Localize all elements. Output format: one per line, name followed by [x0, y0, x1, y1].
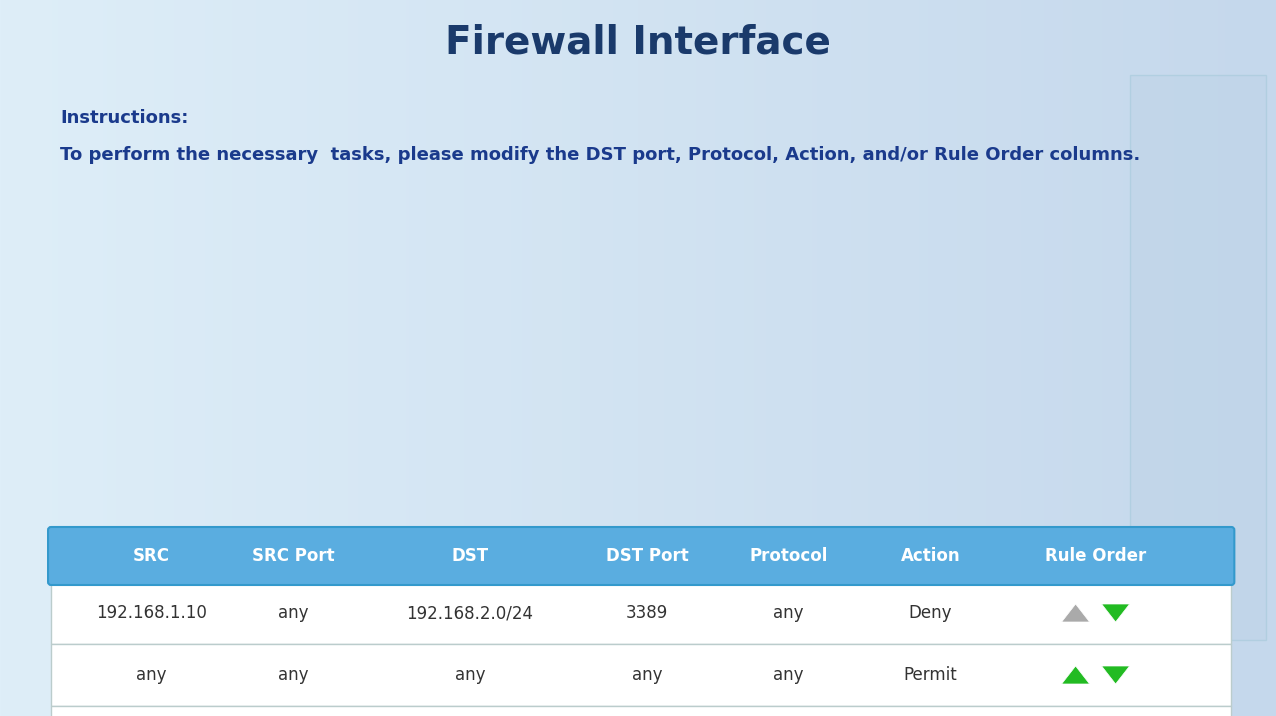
Text: 192.168.2.0/24: 192.168.2.0/24 [407, 604, 533, 622]
Text: Firewall Interface: Firewall Interface [445, 23, 831, 61]
Text: 192.168.1.10: 192.168.1.10 [96, 604, 207, 622]
Polygon shape [1101, 666, 1129, 684]
FancyBboxPatch shape [1131, 75, 1266, 640]
Text: SRC Port: SRC Port [251, 547, 334, 565]
Polygon shape [1101, 604, 1129, 622]
Text: DST Port: DST Port [606, 547, 689, 565]
FancyBboxPatch shape [51, 706, 1231, 716]
Text: Instructions:: Instructions: [60, 109, 189, 127]
Text: SRC: SRC [133, 547, 170, 565]
Text: any: any [278, 604, 309, 622]
Text: 3389: 3389 [627, 604, 669, 622]
Text: Protocol: Protocol [749, 547, 828, 565]
Text: any: any [773, 604, 804, 622]
Text: Permit: Permit [903, 666, 957, 684]
Text: DST: DST [452, 547, 489, 565]
Text: To perform the necessary  tasks, please modify the DST port, Protocol, Action, a: To perform the necessary tasks, please m… [60, 146, 1141, 164]
Text: any: any [632, 666, 662, 684]
Text: Action: Action [901, 547, 960, 565]
FancyBboxPatch shape [48, 527, 1234, 585]
Text: any: any [454, 666, 485, 684]
Text: any: any [773, 666, 804, 684]
Text: any: any [278, 666, 309, 684]
Text: any: any [137, 666, 167, 684]
Text: Rule Order: Rule Order [1045, 547, 1146, 565]
FancyBboxPatch shape [51, 644, 1231, 706]
FancyBboxPatch shape [51, 582, 1231, 644]
Polygon shape [1062, 604, 1090, 622]
Polygon shape [1062, 666, 1090, 684]
Text: Deny: Deny [909, 604, 952, 622]
